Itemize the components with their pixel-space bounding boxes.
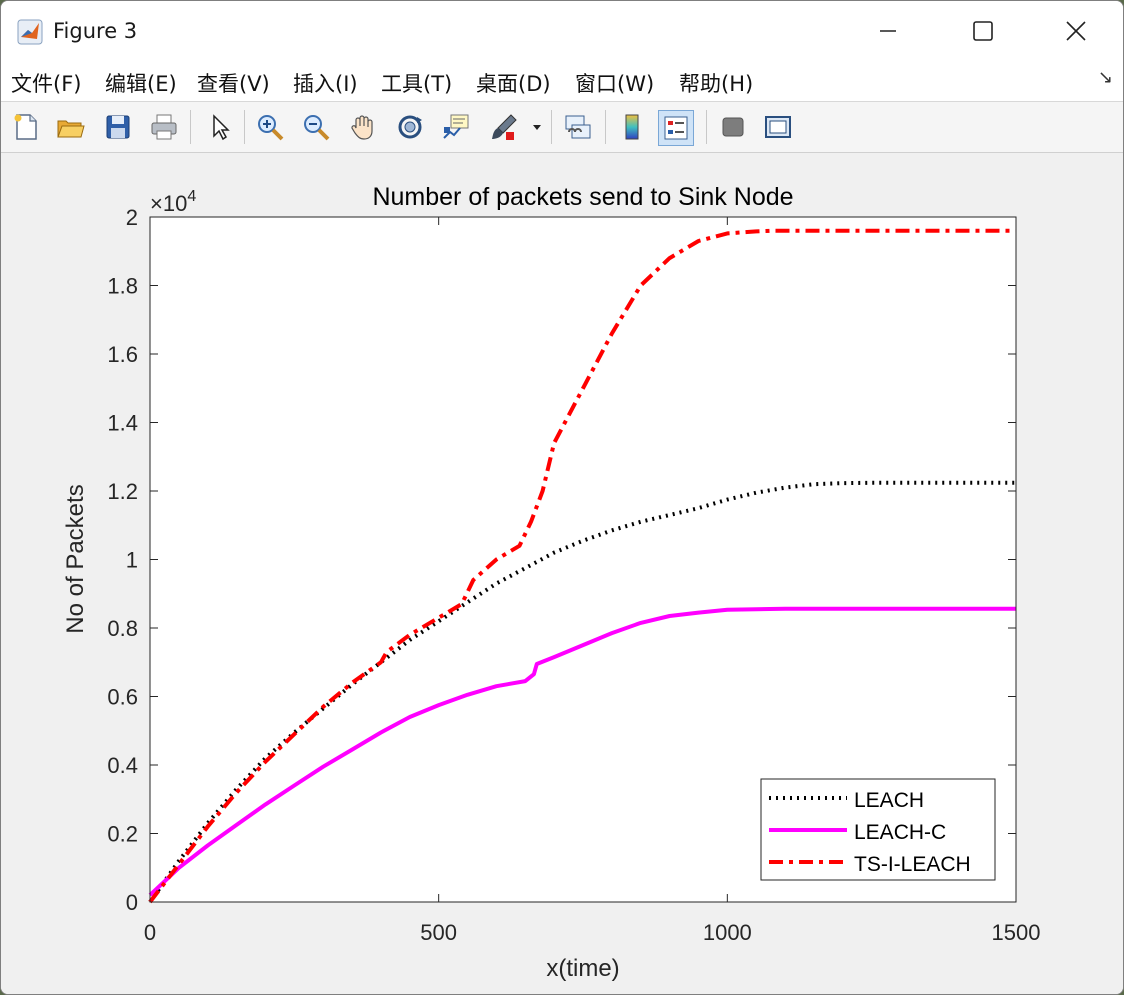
maximize-icon	[973, 21, 993, 41]
y-tick-label: 2	[126, 205, 138, 230]
x-axis-ticks: 0 500 1000 1500	[144, 217, 1041, 945]
brush-dropdown-button[interactable]	[527, 110, 547, 144]
show-plot-tools-button[interactable]	[761, 110, 795, 144]
data-cursor-button[interactable]	[439, 110, 473, 144]
link-plot-button[interactable]	[561, 110, 595, 144]
menu-insert[interactable]: 插入(I)	[293, 72, 358, 96]
zoom-in-button[interactable]	[253, 110, 287, 144]
open-file-icon	[57, 120, 85, 138]
series-line-leach-c	[148, 606, 1016, 897]
close-icon	[1066, 21, 1086, 41]
chart-title: Number of packets send to Sink Node	[372, 183, 793, 211]
y-tick-label: 1.6	[107, 342, 138, 367]
menu-edit[interactable]: 编辑(E)	[105, 72, 177, 96]
rotate-3d-button[interactable]	[393, 110, 427, 144]
save-button[interactable]	[101, 110, 135, 144]
legend-icon	[664, 116, 688, 140]
y-tick-label: 0.6	[107, 685, 138, 710]
menu-window[interactable]: 窗口(W)	[575, 72, 655, 96]
colorbar-button[interactable]	[615, 110, 649, 144]
matlab-icon	[17, 19, 43, 45]
x-tick-label: 500	[420, 920, 457, 945]
menu-view[interactable]: 查看(V)	[197, 72, 270, 96]
close-button[interactable]	[1031, 1, 1121, 61]
hide-plot-tools-button[interactable]	[716, 110, 750, 144]
x-axis-label: x(time)	[546, 955, 619, 982]
show-plot-tools-icon	[765, 116, 791, 138]
print-button[interactable]	[147, 110, 181, 144]
legend-button[interactable]	[658, 110, 694, 146]
legend-label-ts-i-leach: TS-I-LEACH	[854, 853, 971, 876]
toolbar-separator	[244, 110, 245, 144]
x-tick-label: 0	[144, 920, 156, 945]
toolbar-separator	[551, 110, 552, 144]
y-tick-label: 1.2	[107, 479, 138, 504]
minimize-button[interactable]	[843, 1, 933, 61]
rotate-3d-icon	[398, 115, 422, 139]
hide-plot-tools-icon	[722, 117, 744, 137]
menu-desktop[interactable]: 桌面(D)	[476, 72, 551, 96]
menu-help[interactable]: 帮助(H)	[679, 72, 754, 96]
pointer-button[interactable]	[203, 110, 237, 144]
series-line-ts-i-leach	[148, 228, 1016, 904]
minimize-icon	[880, 30, 896, 32]
y-tick-label: 1	[126, 548, 138, 573]
axes-box	[149, 216, 1017, 903]
print-icon	[151, 114, 177, 140]
y-tick-label: 0	[126, 890, 138, 915]
y-axis-ticks: 0 0.2 0.4 0.6 0.8 1 1.2 1.4 1.6 1.8 2	[107, 205, 1016, 915]
new-figure-button[interactable]	[9, 110, 43, 144]
save-icon	[106, 115, 130, 139]
legend-label-leach-c: LEACH-C	[854, 821, 946, 844]
toolbar-separator	[605, 110, 606, 144]
y-tick-label: 0.2	[107, 822, 138, 847]
data-cursor-icon	[443, 114, 469, 139]
menu-bar: 文件(F) 编辑(E) 查看(V) 插入(I) 工具(T) 桌面(D) 窗口(W…	[1, 61, 1123, 102]
new-figure-icon	[14, 114, 37, 140]
x-tick-label: 1500	[992, 920, 1041, 945]
y-exponent-label: ×104	[150, 188, 196, 216]
zoom-out-icon	[304, 115, 330, 141]
y-tick-label: 1.8	[107, 274, 138, 299]
brush-button[interactable]	[487, 110, 521, 144]
y-tick-label: 1.4	[107, 411, 138, 436]
figure-toolbar	[1, 102, 1123, 153]
zoom-in-icon	[258, 115, 284, 141]
menu-tools[interactable]: 工具(T)	[381, 72, 453, 96]
toolbar-separator	[190, 110, 191, 144]
y-exponent-base: ×10	[150, 191, 187, 216]
x-tick-label: 1000	[703, 920, 752, 945]
zoom-out-button[interactable]	[299, 110, 333, 144]
toolbar-separator	[706, 110, 707, 144]
link-plot-icon	[565, 115, 591, 139]
series-layer	[148, 228, 1016, 904]
pan-button[interactable]	[346, 110, 380, 144]
brush-dropdown-icon	[533, 125, 541, 130]
pointer-icon	[213, 114, 230, 141]
figure-canvas: 0 0.2 0.4 0.6 0.8 1 1.2 1.4 1.6 1.8 2 0 500 1000 1500…	[1, 153, 1123, 994]
legend[interactable]: LEACH LEACH-C TS-I-LEACH	[760, 778, 996, 881]
line-chart: 0 0.2 0.4 0.6 0.8 1 1.2 1.4 1.6 1.8 2 0 500 1000 1500…	[62, 183, 1041, 982]
pan-hand-icon	[351, 115, 373, 140]
y-exponent-power: 4	[187, 188, 196, 205]
y-axis-label: No of Packets	[62, 484, 89, 633]
colorbar-icon	[625, 114, 639, 140]
menu-overflow-icon[interactable]: ↘	[1097, 67, 1113, 87]
y-tick-label: 0.8	[107, 616, 138, 641]
y-tick-label: 0.4	[107, 753, 138, 778]
open-file-button[interactable]	[53, 110, 87, 144]
menu-file[interactable]: 文件(F)	[11, 72, 82, 96]
maximize-button[interactable]	[938, 1, 1028, 61]
title-bar[interactable]: Figure 3	[1, 1, 1123, 61]
brush-icon	[492, 114, 517, 140]
window-title: Figure 3	[53, 19, 138, 43]
legend-label-leach: LEACH	[854, 789, 924, 812]
